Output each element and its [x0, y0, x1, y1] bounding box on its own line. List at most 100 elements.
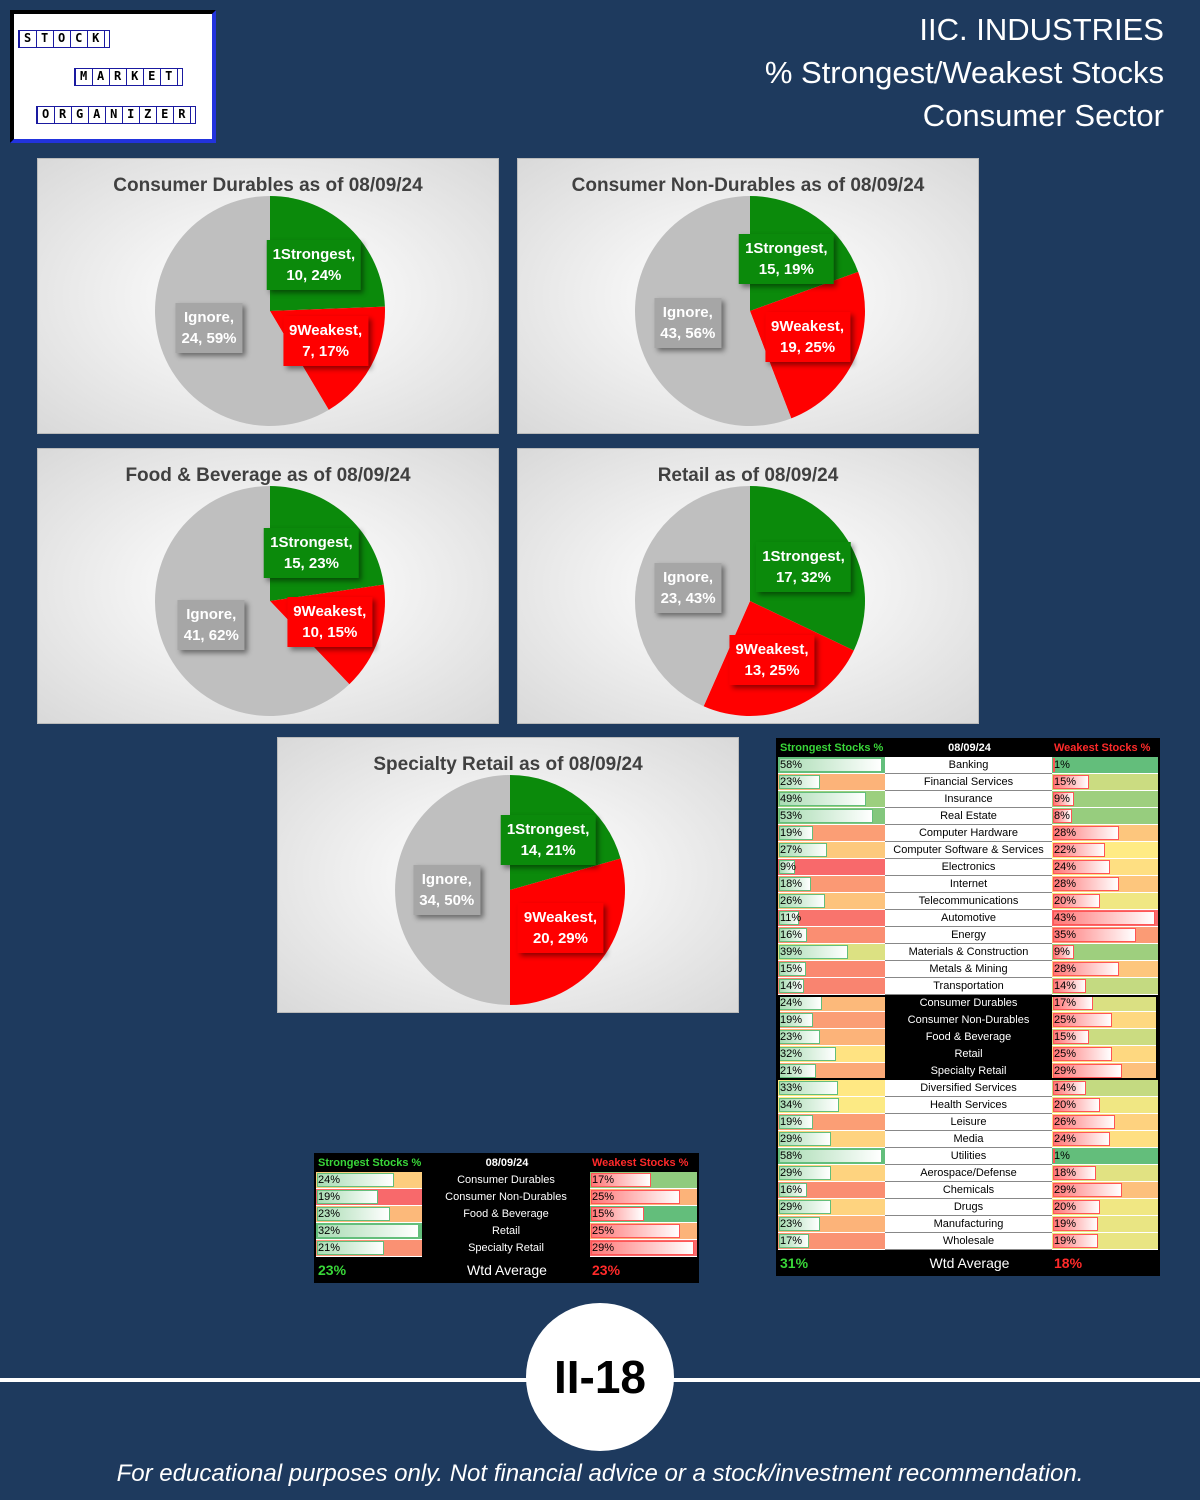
cell-text: 9% — [780, 861, 796, 873]
table-cell: 39% — [778, 944, 885, 961]
data-bar — [779, 843, 827, 857]
slice-name: Ignore — [419, 869, 474, 890]
cell-text: 11% — [780, 912, 802, 924]
chart-panel: 1Strongest 15, 23% 9Weakest10, 15% Ignore41… — [37, 448, 499, 724]
row-label: Banking — [885, 757, 1052, 774]
table-cell: 24% — [1052, 1131, 1158, 1148]
data-bar — [1053, 1030, 1089, 1044]
table-cell: 25% — [590, 1189, 697, 1206]
data-bar — [1053, 1183, 1122, 1197]
data-bar — [1053, 775, 1089, 789]
cell-text: 28% — [1054, 827, 1077, 839]
cell-text: 17% — [1054, 997, 1077, 1009]
table-cell: 14% — [1052, 978, 1158, 995]
table-cell: 29% — [778, 1199, 885, 1216]
cell-text: 25% — [1054, 1014, 1077, 1026]
table-cell: 29% — [1052, 1063, 1158, 1080]
cell-text: 24% — [780, 997, 803, 1009]
data-label: 9Weakest 7, 17% — [283, 316, 369, 367]
data-bar — [779, 962, 806, 976]
value-label: 7, 17% — [302, 343, 349, 361]
row-label: Consumer Durables — [885, 995, 1052, 1012]
table-cell: 15% — [1052, 774, 1158, 791]
cell-text: 1% — [1054, 759, 1070, 771]
row-label: Computer Hardware — [885, 825, 1052, 842]
data-label: Ignore41, 62% — [177, 599, 245, 650]
cell-text: 24% — [1054, 1133, 1077, 1145]
data-bar — [779, 792, 867, 806]
data-bar — [317, 1173, 394, 1187]
pie — [395, 775, 625, 1005]
row-label: Aerospace/Defense — [885, 1165, 1052, 1182]
cell-text: 23% — [780, 1031, 803, 1043]
data-bar — [1053, 962, 1120, 976]
row-label: Computer Software & Services — [885, 842, 1052, 859]
cell-text: 15% — [1054, 1031, 1077, 1043]
data-bar — [779, 979, 804, 993]
cell-text: 23% — [780, 1218, 803, 1230]
row-label: Drugs — [885, 1199, 1052, 1216]
value-label: 43, 56% — [660, 324, 716, 342]
table-cell: 19% — [1052, 1216, 1158, 1233]
cell-text: 29% — [780, 1201, 803, 1213]
row-label: Wholesale — [885, 1233, 1052, 1250]
cell-text: 17% — [592, 1174, 615, 1186]
data-bar — [779, 877, 811, 891]
pie — [155, 486, 385, 716]
cell-text: 16% — [780, 1184, 803, 1196]
data-bar — [1053, 860, 1110, 874]
cell-text: 14% — [1054, 980, 1077, 992]
table-cell: 22% — [1052, 842, 1158, 859]
table-cell: 15% — [1052, 1029, 1158, 1046]
cell-text: 18% — [780, 878, 803, 890]
cell-text: 29% — [1054, 1184, 1077, 1196]
table-cell: 24% — [778, 995, 885, 1012]
row-label: Food & Beverage — [422, 1206, 590, 1223]
value-label: 23, 43% — [660, 589, 716, 607]
data-bar — [1053, 945, 1075, 959]
data-bar — [779, 1081, 838, 1095]
chart-title: Consumer Non-Durables as of 08/09/24 — [571, 175, 925, 196]
cell-text: 23% — [318, 1208, 341, 1220]
table-cell: 58% — [778, 1148, 885, 1165]
value-label: 41, 62% — [183, 626, 239, 644]
table-cell: 17% — [778, 1233, 885, 1250]
row-label: Manufacturing — [885, 1216, 1052, 1233]
cell-text: 26% — [1054, 1116, 1077, 1128]
cell-text: 58% — [780, 1150, 803, 1162]
data-label: 1Strongest14, 21% — [500, 814, 596, 865]
row-label: Consumer Non-Durables — [422, 1189, 590, 1206]
table-header: Strongest Stocks % — [318, 1157, 422, 1169]
table-cell: 20% — [1052, 1199, 1158, 1216]
logo-word: MARKET — [74, 68, 184, 86]
table-cell: 25% — [590, 1223, 697, 1240]
cell-text: 18% — [1054, 1167, 1077, 1179]
data-bar — [779, 1183, 808, 1197]
cell-text: 29% — [592, 1242, 615, 1254]
value-label: 24, 59% — [181, 329, 237, 347]
table-cell: 16% — [778, 927, 885, 944]
table-cell: 29% — [590, 1240, 697, 1257]
table-footer: 23% — [318, 1262, 347, 1278]
logo-word: STOCK — [18, 30, 111, 48]
table-cell: 34% — [778, 1097, 885, 1114]
slice-name: 9Weakest — [289, 320, 362, 341]
cell-text: 27% — [780, 844, 803, 856]
cell-text: 9% — [1054, 946, 1070, 958]
row-label: Consumer Non-Durables — [885, 1012, 1052, 1029]
table-cell: 33% — [778, 1080, 885, 1097]
table-cell: 17% — [1052, 995, 1158, 1012]
cell-text: 17% — [780, 1235, 803, 1247]
data-bar — [779, 1200, 831, 1214]
table-cell: 28% — [1052, 961, 1158, 978]
chart-title: Food & Beverage as of 08/09/24 — [125, 465, 411, 486]
data-label: 9Weakest10, 15% — [287, 596, 373, 647]
logo-word: ORGANIZER — [36, 106, 197, 124]
cell-text: 29% — [1054, 1065, 1077, 1077]
value-label: 20, 29% — [532, 930, 588, 948]
data-bar — [317, 1241, 384, 1255]
cell-text: 21% — [780, 1065, 803, 1077]
cell-text: 29% — [780, 1167, 803, 1179]
data-label: 9Weakest 13, 25% — [729, 635, 815, 686]
table-cell: 14% — [1052, 1080, 1158, 1097]
